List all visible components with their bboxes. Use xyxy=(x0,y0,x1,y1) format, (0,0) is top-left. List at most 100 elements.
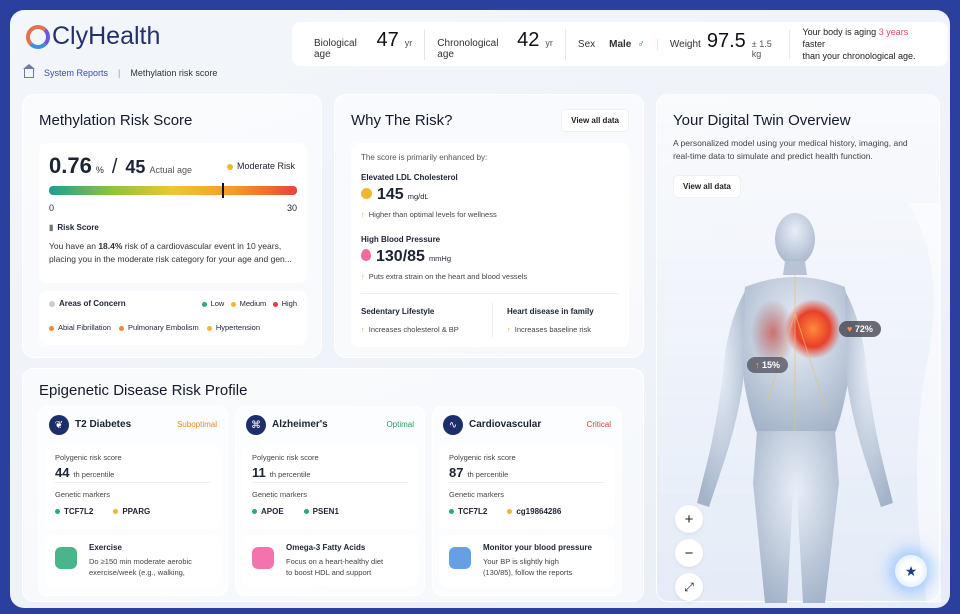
marker-item: PPARG xyxy=(113,507,150,516)
ldl-note-text: Higher than optimal levels for wellness xyxy=(368,210,497,219)
divider xyxy=(449,482,605,483)
methylation-title: Methylation Risk Score xyxy=(39,112,193,129)
score-value: 0.76 xyxy=(49,153,92,178)
ldl-title: Elevated LDL Cholesterol xyxy=(361,173,458,182)
markers-label: Genetic markers xyxy=(252,490,308,499)
bio-age-unit: yr xyxy=(404,37,413,48)
low-dot-icon xyxy=(201,301,207,307)
aging-note-highlight: 3 years xyxy=(878,27,909,37)
disease-name: Cardiovascular xyxy=(469,419,542,430)
family-title: Heart disease in family xyxy=(507,307,594,316)
marker-dot-icon xyxy=(303,509,309,515)
bp-value: 130/85 xyxy=(376,248,425,265)
marker-dot-icon xyxy=(113,509,119,515)
recommendation-line2: exercise/week (e.g., walking, xyxy=(89,568,185,577)
chrono-age-label: Chronological age xyxy=(437,37,499,60)
apple-icon: ❦ xyxy=(49,415,69,435)
weight-tolerance: ± 1.5 kg xyxy=(751,38,772,59)
marker-dot-icon xyxy=(507,509,513,515)
why-risk-title: Why The Risk? xyxy=(351,112,453,129)
concern-item[interactable]: Pulmonary Embolism xyxy=(118,323,199,332)
risk-score-title: Risk Score xyxy=(57,223,99,232)
bio-age-value: 47 xyxy=(376,28,399,51)
bp-value-row: 130/85 mmHg xyxy=(361,248,451,266)
disease-card[interactable]: ∿ Cardiovascular Critical Polygenic risk… xyxy=(432,406,622,596)
prs-value: 11 xyxy=(252,465,266,480)
bio-age-stat: Biological age 47 yr xyxy=(302,28,426,60)
markers-list: APOE PSEN1 xyxy=(252,507,339,516)
recommendation-panel[interactable]: Monitor your blood pressure Your BP is s… xyxy=(439,535,615,587)
zoom-in-button[interactable]: + xyxy=(675,505,703,533)
concern-heading: Areas of Concern xyxy=(49,299,126,308)
assistant-fab-button[interactable]: ★ xyxy=(895,555,927,587)
digital-twin-card: Your Digital Twin Overview A personalize… xyxy=(656,94,941,603)
cholesterol-icon xyxy=(361,188,372,199)
bp-unit: mmHg xyxy=(428,254,452,263)
recommendation-panel[interactable]: Omega-3 Fatty Acids Focus on a heart-hea… xyxy=(242,535,418,587)
twin-view-all-button[interactable]: View all data xyxy=(673,175,741,198)
bar-chart-icon: ▮ xyxy=(49,223,54,232)
concern-item[interactable]: Abial Fibrillation xyxy=(49,323,111,332)
male-icon: ♂ xyxy=(637,38,645,50)
prs-label: Polygenic risk score xyxy=(55,453,122,462)
recommendation-title: Monitor your blood pressure xyxy=(483,543,592,552)
brand-logo[interactable]: ClyHealth xyxy=(26,22,160,51)
recommendation-text: Focus on a heart-healthy diet to boost H… xyxy=(286,556,383,578)
marker-dot-icon xyxy=(252,509,257,515)
sex-stat: Sex Male ♂ xyxy=(566,38,658,50)
markers-label: Genetic markers xyxy=(449,490,505,499)
prs-label: Polygenic risk score xyxy=(252,453,319,462)
view-all-data-button[interactable]: View all data xyxy=(561,109,629,132)
bp-note: ↑ Puts extra strain on the heart and bloo… xyxy=(361,272,527,281)
digital-twin-title: Your Digital Twin Overview xyxy=(673,112,851,129)
chrono-age-value: 42 xyxy=(517,28,540,51)
digital-twin-description: A personalized model using your medical … xyxy=(673,137,908,163)
patient-stats-bar: Biological age 47 yr Chronological age 4… xyxy=(292,22,948,66)
medium-dot-icon xyxy=(230,301,236,307)
legend-high: High xyxy=(281,299,297,308)
prs-value: 87 xyxy=(449,465,464,480)
markers-list: TCF7L2 cg19864286 xyxy=(449,507,561,516)
aging-note-suffix: faster xyxy=(802,39,825,49)
disease-card[interactable]: ❦ T2 Diabetes Suboptimal Polygenic risk … xyxy=(38,406,228,596)
marker-item: PSEN1 xyxy=(303,507,339,516)
breadcrumb: System Reports | Methylation risk score xyxy=(23,63,217,78)
zoom-out-button[interactable]: − xyxy=(675,539,703,567)
prs-suffix: th percentile xyxy=(73,470,115,479)
heart-risk-value: 72% xyxy=(854,324,873,334)
home-icon[interactable] xyxy=(23,63,35,78)
heart-risk-badge[interactable]: ♥ 72% xyxy=(839,321,881,337)
sex-value: Male xyxy=(609,38,632,50)
breadcrumb-parent[interactable]: System Reports xyxy=(44,68,109,78)
risk-level: Moderate Risk xyxy=(226,161,295,171)
risk-score-heading: ▮ Risk Score xyxy=(49,223,99,232)
epigenetic-title: Epigenetic Disease Risk Profile xyxy=(39,382,248,399)
disease-status: Optimal xyxy=(386,420,414,429)
disease-status: Suboptimal xyxy=(176,420,217,429)
logo-mark-icon xyxy=(26,24,50,49)
concern-label: Hypertension xyxy=(215,323,261,332)
prs-panel: Polygenic risk score 87 th percentile Ge… xyxy=(439,445,615,529)
recommendation-panel[interactable]: Exercise Do ≥150 min moderate aerobic ex… xyxy=(45,535,221,587)
family-note-text: Increases baseline risk xyxy=(514,325,592,334)
concern-item[interactable]: Hypertension xyxy=(206,323,261,332)
expand-icon[interactable]: ⤢ xyxy=(675,573,703,601)
disease-name: T2 Diabetes xyxy=(75,419,132,430)
concern-dot-icon xyxy=(49,300,55,307)
sedentary-note: ↑ Increases cholesterol & BP xyxy=(361,325,459,334)
marker-item: cg19864286 xyxy=(507,507,561,516)
heart-icon: ♥ xyxy=(847,324,853,334)
risk-desc-pre: You have an xyxy=(49,241,99,251)
recommendation-text: Your BP is slightly high (130/85), follo… xyxy=(483,556,572,578)
divider xyxy=(361,293,619,294)
recommendation-text: Do ≥150 min moderate aerobic exercise/we… xyxy=(89,556,192,578)
disease-card[interactable]: ⌘ Alzheimer's Optimal Polygenic risk sco… xyxy=(235,406,425,596)
lung-risk-badge[interactable]: ↑ 15% xyxy=(747,357,789,373)
bp-title: High Blood Pressure xyxy=(361,235,441,244)
divider-vertical xyxy=(492,303,493,337)
risk-desc-bold: 18.4% xyxy=(98,241,123,251)
prs-suffix: th percentile xyxy=(467,470,509,479)
sedentary-note-text: Increases cholesterol & BP xyxy=(368,325,459,334)
chrono-age-unit: yr xyxy=(545,37,553,48)
prs-row: 87 th percentile xyxy=(449,465,508,480)
